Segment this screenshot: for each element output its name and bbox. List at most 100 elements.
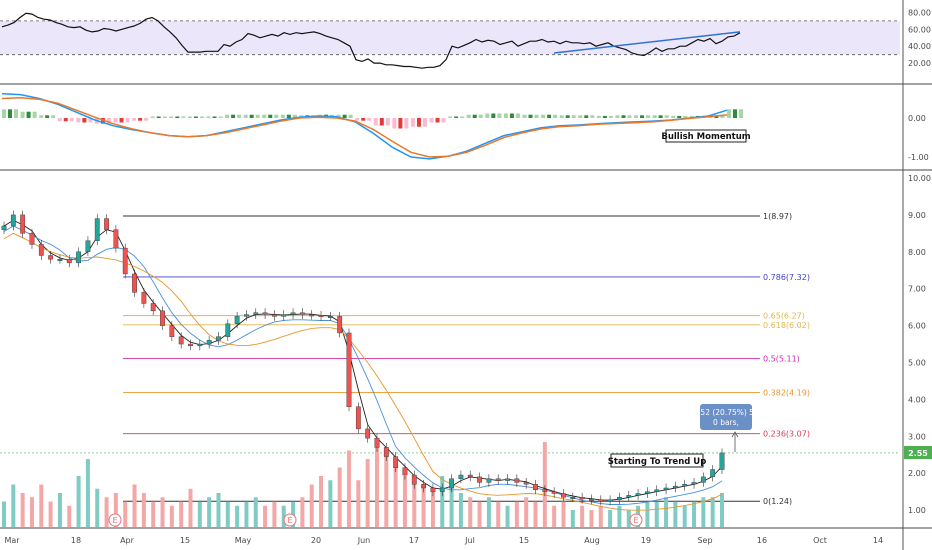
candle-body bbox=[449, 478, 454, 489]
candle-body bbox=[402, 467, 408, 476]
time-tick-label: Apr bbox=[120, 536, 135, 545]
candle-body bbox=[551, 491, 557, 494]
macd-histogram-bar bbox=[460, 116, 465, 118]
macd-histogram-bar bbox=[627, 115, 632, 118]
volume-bar bbox=[626, 510, 631, 527]
candle-body bbox=[290, 312, 296, 315]
fib-level-label: 0.236(3.07) bbox=[763, 430, 810, 439]
time-tick-label: 19 bbox=[641, 536, 651, 545]
macd-histogram-bar bbox=[429, 118, 434, 123]
macd-histogram-bar bbox=[547, 114, 552, 118]
macd-histogram-bar bbox=[51, 115, 56, 118]
candle-body bbox=[598, 499, 604, 502]
time-tick-label: 17 bbox=[409, 536, 419, 545]
volume-bar bbox=[2, 501, 6, 527]
candle-body bbox=[178, 336, 184, 345]
macd-histogram-bar bbox=[14, 109, 18, 118]
macd-histogram-bar bbox=[522, 114, 527, 118]
volume-bar bbox=[645, 501, 650, 527]
macd-histogram-bar bbox=[348, 114, 353, 118]
volume-bar bbox=[514, 501, 519, 527]
trend-up-text: Starting To Trend Up bbox=[608, 457, 707, 467]
price-tick-label: 1.00 bbox=[908, 506, 926, 515]
candle-body bbox=[486, 478, 492, 483]
macd-histogram-bar bbox=[497, 113, 502, 118]
event-marker-circle bbox=[283, 513, 297, 527]
candle-body bbox=[645, 491, 650, 494]
volume-bar bbox=[169, 505, 174, 527]
candle-body bbox=[234, 316, 240, 324]
candle-body bbox=[355, 406, 361, 430]
fib-level-label: 0.786(7.32) bbox=[763, 273, 810, 282]
macd-histogram-bar bbox=[249, 114, 254, 118]
macd-histogram-bar bbox=[689, 115, 694, 118]
macd-histogram-bar bbox=[132, 118, 137, 121]
candle-body bbox=[48, 255, 54, 260]
volume-bar bbox=[29, 497, 34, 527]
macd-histogram-bar bbox=[20, 111, 25, 118]
macd-histogram-bar bbox=[69, 118, 74, 122]
macd-histogram-bar bbox=[553, 114, 558, 118]
volume-bar bbox=[374, 442, 379, 527]
macd-histogram-bar bbox=[534, 114, 539, 118]
volume-bar bbox=[244, 501, 249, 527]
candle-body bbox=[607, 499, 613, 502]
candle-body bbox=[635, 493, 641, 496]
macd-histogram-bar bbox=[218, 116, 223, 118]
volume-bar bbox=[141, 493, 146, 527]
candle-body bbox=[365, 428, 371, 439]
candle-body bbox=[10, 214, 16, 227]
candle-body bbox=[113, 229, 119, 249]
macd-histogram-bar bbox=[26, 111, 31, 118]
volume-bar bbox=[160, 497, 165, 527]
rsi-band bbox=[0, 20, 900, 55]
volume-bar bbox=[402, 476, 407, 527]
macd-histogram-bar bbox=[106, 118, 111, 124]
volume-bar bbox=[430, 488, 435, 527]
event-marker: E bbox=[108, 513, 122, 527]
candle-body bbox=[309, 314, 315, 317]
price-tick-label: 6.00 bbox=[908, 322, 926, 331]
volume-bar bbox=[421, 484, 426, 527]
time-tick-label: Sep bbox=[697, 536, 712, 545]
price-tick-label: 2.00 bbox=[908, 469, 926, 478]
trend-up-note: Starting To Trend Up bbox=[608, 453, 707, 468]
volume-bar bbox=[524, 497, 529, 527]
macd-histogram-bar bbox=[448, 116, 453, 118]
volume-bar bbox=[85, 459, 90, 527]
macd-histogram-bar bbox=[199, 116, 204, 118]
candle-body bbox=[700, 476, 706, 483]
macd-histogram-bar bbox=[515, 113, 520, 118]
candle-body bbox=[579, 496, 585, 500]
candle-body bbox=[225, 323, 231, 337]
candle-body bbox=[495, 478, 501, 481]
macd-histogram-bar bbox=[274, 114, 279, 118]
bullish-momentum-text: Bullish Momentum bbox=[661, 132, 750, 142]
volume-bar bbox=[253, 497, 258, 527]
candle-body bbox=[663, 487, 669, 491]
current-price-badge: 2.55 bbox=[904, 446, 932, 459]
macd-histogram-bar bbox=[584, 115, 589, 118]
volume-bar bbox=[458, 493, 463, 527]
macd-tick-label: 0.00 bbox=[908, 114, 926, 123]
volume-bar bbox=[95, 488, 100, 527]
volume-bar bbox=[337, 467, 342, 527]
candle-body bbox=[94, 218, 100, 241]
volume-bar bbox=[328, 480, 333, 527]
volume-bar bbox=[365, 459, 370, 527]
macd-histogram-bar bbox=[422, 118, 427, 127]
macd-histogram-bar bbox=[398, 118, 403, 129]
measure-line-1: 0.52 (20.75%) 52 bbox=[693, 408, 759, 417]
fib-level-label: 0.618(6.02) bbox=[763, 321, 810, 330]
macd-histogram-bar bbox=[664, 115, 669, 118]
time-tick-label: Jun bbox=[357, 536, 371, 545]
fib-level-label: 1(8.97) bbox=[763, 212, 792, 221]
price-tick-label: 10.00 bbox=[908, 174, 931, 183]
candle-body bbox=[710, 469, 716, 478]
macd-histogram-bar bbox=[8, 109, 12, 118]
volume-bar bbox=[263, 505, 268, 527]
candle-body bbox=[682, 484, 688, 487]
volume-bar bbox=[468, 497, 473, 527]
macd-histogram-bar bbox=[559, 115, 564, 118]
rsi-trendline bbox=[553, 31, 741, 54]
